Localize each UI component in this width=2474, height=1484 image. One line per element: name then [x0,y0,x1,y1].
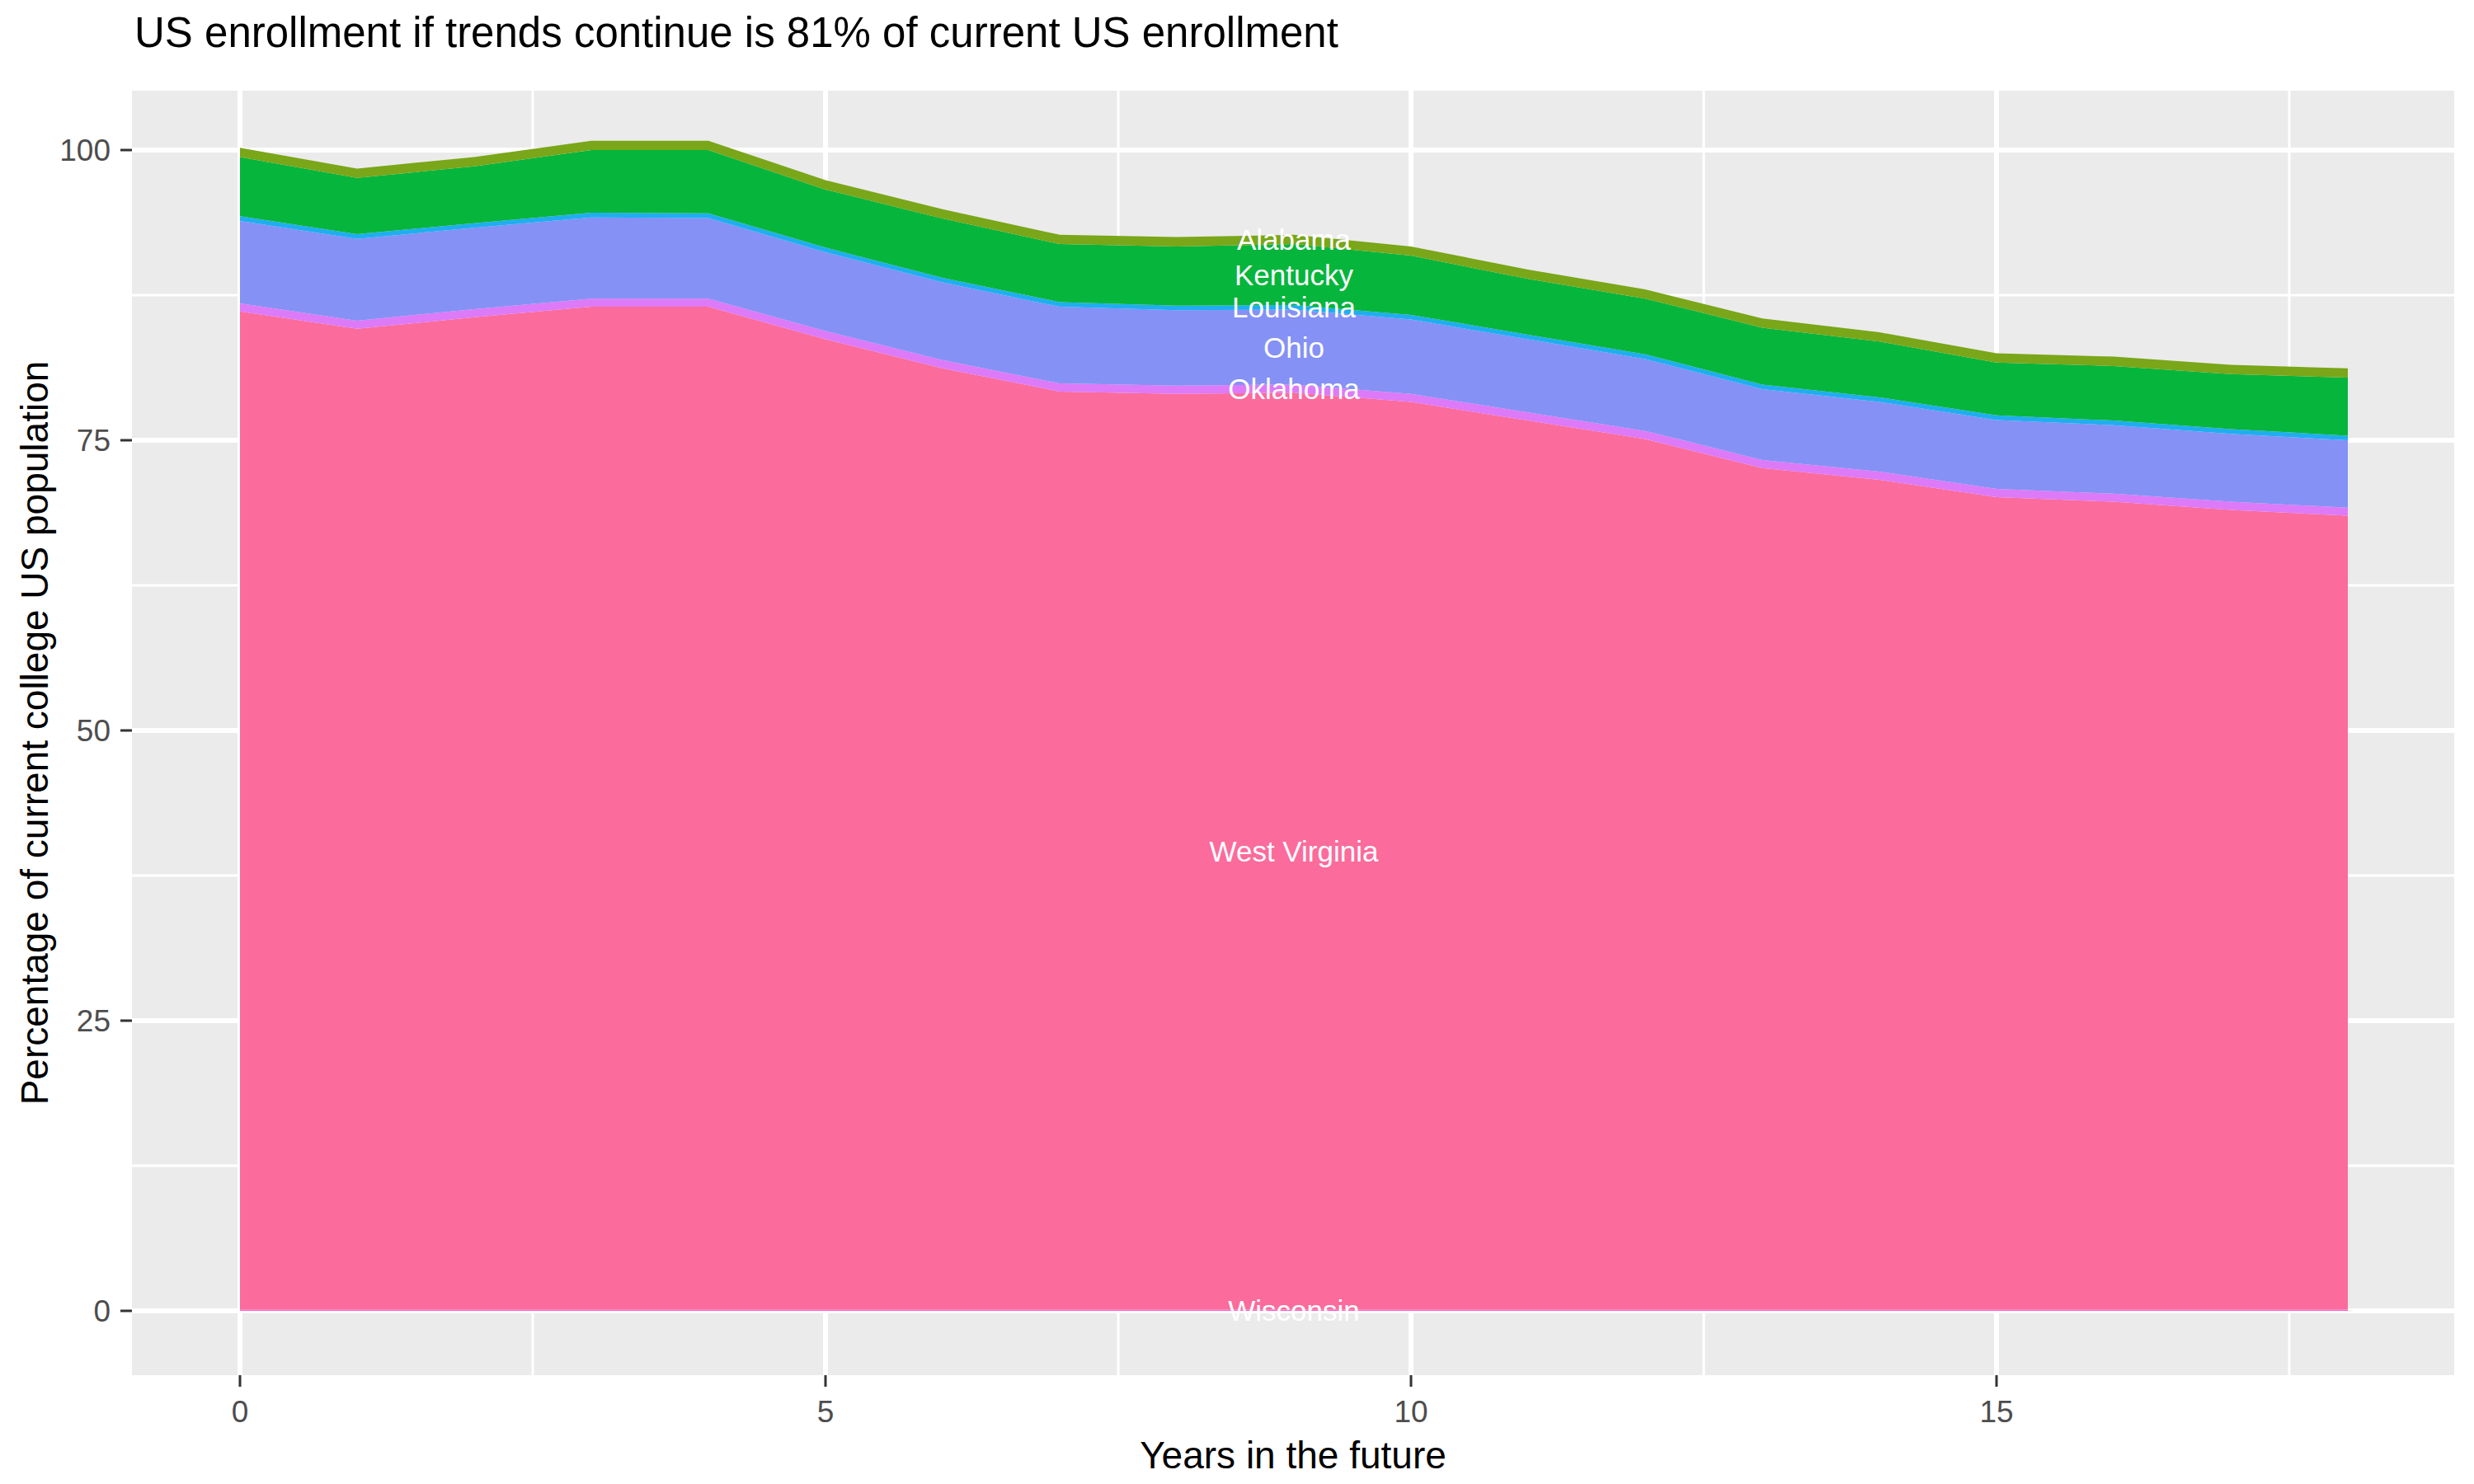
x-axis-title: Years in the future [1140,1433,1446,1477]
area-label-ohio: Ohio [1263,331,1324,364]
y-axis-title: Percentage of current college US populat… [12,361,57,1106]
x-tick-label: 5 [817,1395,835,1429]
plot-title: US enrollment if trends continue is 81% … [134,8,1338,57]
area-label-oklahoma: Oklahoma [1228,373,1360,405]
x-tick-label: 10 [1394,1395,1427,1429]
y-tick-label: 100 [59,134,111,167]
area-label-alabama: Alabama [1237,223,1352,256]
x-tick-label: 0 [232,1395,249,1429]
y-tick-label: 0 [93,1294,111,1328]
area-label-louisiana: Louisiana [1232,291,1356,323]
chart-canvas: Wisconsin West Virginia Oklahoma Ohio Louisi… [0,0,2474,1484]
x-tick-label: 15 [1979,1395,2013,1429]
y-tick-label: 75 [77,424,111,458]
area-label-west-virginia: West Virginia [1210,835,1379,867]
y-tick-label: 50 [77,714,111,748]
y-tick-label: 25 [77,1004,111,1038]
area-label-kentucky: Kentucky [1235,259,1353,291]
area-label-wisconsin: Wisconsin [1228,1294,1359,1327]
enrollment-stacked-area-figure: Wisconsin West Virginia Oklahoma Ohio Louisi… [0,0,2474,1484]
